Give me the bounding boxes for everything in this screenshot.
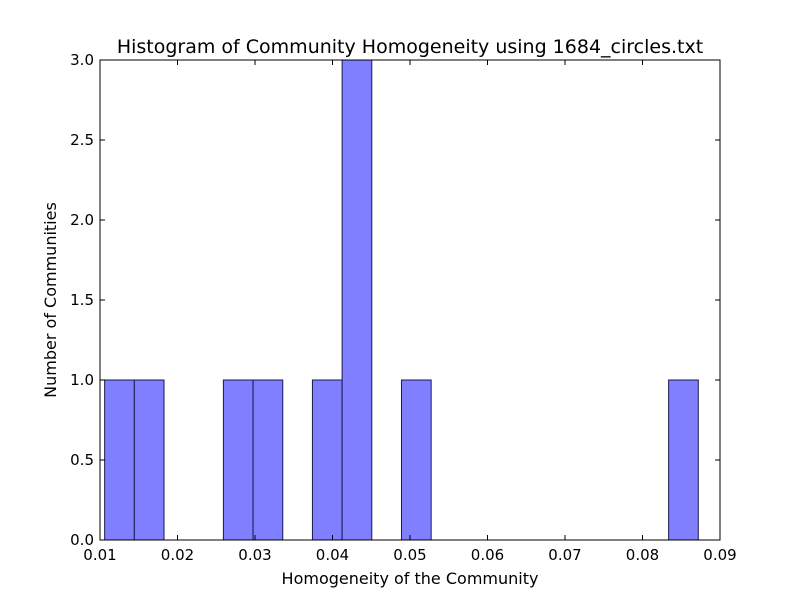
y-tick-label: 0.5 bbox=[70, 451, 94, 469]
y-tick-label: 1.0 bbox=[70, 371, 94, 389]
y-tick-label: 0.0 bbox=[70, 531, 94, 549]
x-axis-label: Homogeneity of the Community bbox=[282, 569, 539, 588]
histogram-bar bbox=[133, 379, 165, 541]
x-tick-label: 0.03 bbox=[238, 546, 271, 564]
y-tick-label: 2.5 bbox=[70, 131, 94, 149]
ticks-group: 0.01 0.02 0.03 0.04 0.05 0.06 0.07 0.08 0.09 0.0 0… bbox=[70, 51, 737, 564]
x-tick-label: 0.02 bbox=[161, 546, 194, 564]
y-tick-label: 1.5 bbox=[70, 291, 94, 309]
x-tick-label: 0.01 bbox=[83, 546, 116, 564]
y-tick-label: 2.0 bbox=[70, 211, 94, 229]
y-tick-label: 3.0 bbox=[70, 51, 94, 69]
histogram-bar bbox=[311, 379, 343, 541]
x-tick-label: 0.04 bbox=[316, 546, 349, 564]
plot-frame bbox=[99, 59, 721, 541]
y-axis-label: Number of Communities bbox=[41, 202, 60, 398]
histogram-bar bbox=[668, 379, 699, 541]
bars-group bbox=[104, 59, 699, 541]
x-tick-label: 0.08 bbox=[626, 546, 659, 564]
x-tick-label: 0.06 bbox=[471, 546, 504, 564]
histogram-bar bbox=[222, 379, 254, 541]
chart-title: Histogram of Community Homogeneity using… bbox=[117, 36, 703, 58]
histogram-bar bbox=[400, 379, 432, 541]
histogram-bar bbox=[252, 379, 284, 541]
x-tick-label: 0.09 bbox=[703, 546, 736, 564]
histogram-bar bbox=[341, 59, 373, 541]
x-tick-label: 0.05 bbox=[393, 546, 426, 564]
x-tick-label: 0.07 bbox=[548, 546, 581, 564]
histogram-bar bbox=[104, 379, 135, 541]
